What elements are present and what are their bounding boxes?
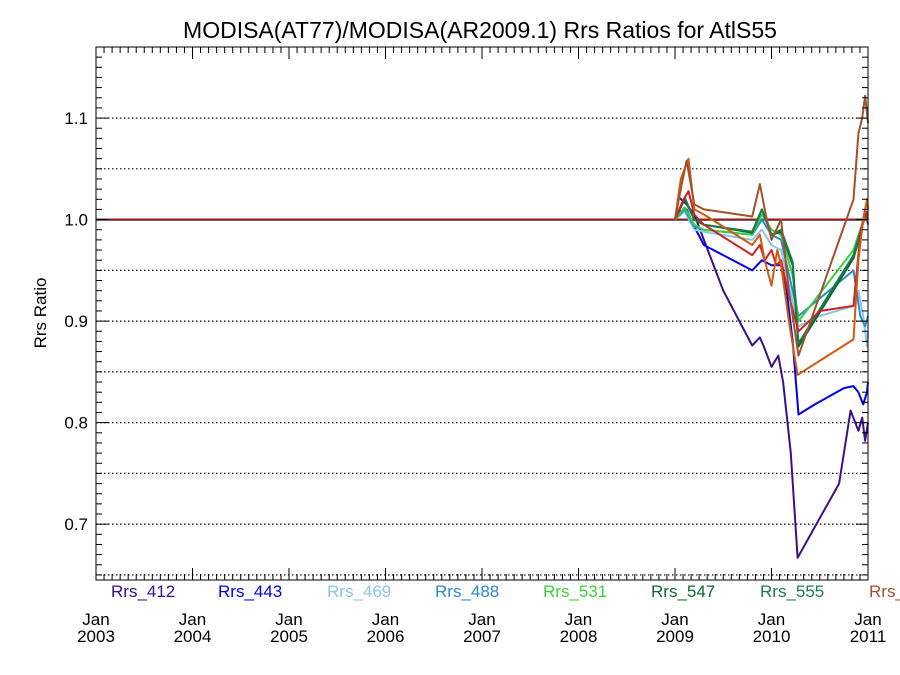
legend-entry: Rrs_555	[760, 582, 824, 601]
x-tick-label-year: 2006	[367, 627, 405, 646]
legend-entry: Rrs_488	[435, 582, 499, 601]
plot-frame	[95, 46, 869, 581]
legend-entry: Rrs_	[869, 582, 900, 601]
series-line-rrs-555	[674, 196, 869, 345]
chart-title: MODISA(AT77)/MODISA(AR2009.1) Rrs Ratios…	[183, 17, 777, 43]
x-tick-label-year: 2007	[463, 627, 501, 646]
x-tick-label-month: Jan	[565, 610, 592, 629]
x-tick-label-month: Jan	[661, 610, 688, 629]
x-tick-label-year: 2004	[174, 627, 212, 646]
x-tick-label-month: Jan	[854, 610, 881, 629]
series-line-rrs-412	[674, 196, 869, 559]
x-tick-label-month: Jan	[372, 610, 399, 629]
series-line-rrs-547	[674, 198, 868, 348]
series-line-rrs-488	[674, 208, 869, 328]
x-tick-label-year: 2010	[753, 627, 791, 646]
y-tick-label: 1.1	[64, 109, 88, 128]
x-tick-label-month: Jan	[275, 610, 302, 629]
y-axis-label: Rrs Ratio	[31, 278, 50, 349]
legend-entry: Rrs_443	[218, 582, 282, 601]
legend: Rrs_412 Rrs_443 Rrs_469 Rrs_488 Rrs_531 Rrs_5…	[111, 582, 900, 601]
y-tick-label: 0.8	[64, 414, 88, 433]
legend-entry: Rrs_547	[651, 582, 715, 601]
x-tick-label-year: 2005	[270, 627, 308, 646]
y-tick-label: 0.9	[64, 312, 88, 331]
legend-entry: Rrs_412	[111, 582, 175, 601]
series-line-rrs-678	[674, 94, 869, 357]
x-tick-label-year: 2008	[560, 627, 598, 646]
series-line-rrs-645	[674, 190, 869, 333]
x-tick-label-month: Jan	[179, 610, 206, 629]
series-lines	[674, 94, 869, 559]
x-tick-label-year: 2009	[656, 627, 694, 646]
axis-ticks: 0.70.80.91.01.1Jan2003Jan2004Jan2005Jan2…	[64, 47, 886, 646]
x-tick-label-month: Jan	[758, 610, 785, 629]
x-tick-label-year: 2011	[850, 627, 887, 646]
x-tick-label-year: 2003	[77, 627, 115, 646]
legend-entry: Rrs_531	[543, 582, 607, 601]
legend-entry: Rrs_469	[327, 582, 391, 601]
series-line-rrs-667	[674, 157, 869, 376]
x-tick-label-month: Jan	[468, 610, 495, 629]
y-tick-label: 0.7	[64, 515, 88, 534]
x-tick-label-month: Jan	[82, 610, 109, 629]
y-tick-label: 1.0	[64, 211, 88, 230]
